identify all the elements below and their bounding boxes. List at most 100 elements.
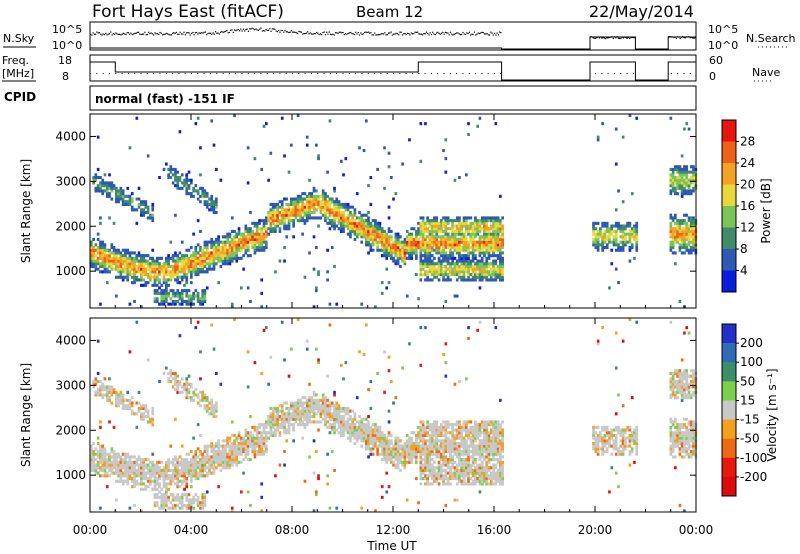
- velocity-cell: [310, 406, 314, 410]
- power-cell: [619, 240, 623, 244]
- power-cell: [476, 264, 479, 268]
- nsky-point: [601, 37, 603, 39]
- power-cell: [276, 219, 279, 223]
- power-cell: [149, 264, 152, 268]
- power-cell: [260, 219, 264, 223]
- power-cell: [465, 259, 468, 263]
- power-cell: [224, 262, 227, 266]
- power-cell: [221, 246, 225, 250]
- velocity-cell: [246, 431, 250, 435]
- power-cell: [162, 275, 166, 279]
- power-colorbar-segment: [722, 184, 736, 207]
- power-cell: [492, 262, 495, 266]
- power-cell: [365, 240, 368, 244]
- power-cell: [308, 200, 311, 204]
- velocity-cell: [169, 460, 173, 464]
- power-cell: [671, 227, 675, 231]
- velocity-cell: [140, 412, 143, 416]
- power-cell: [412, 240, 416, 244]
- power-cell: [355, 229, 359, 233]
- power-cell: [478, 229, 482, 233]
- power-cell: [246, 181, 250, 185]
- power-cell: [376, 240, 379, 244]
- power-cell: [596, 246, 600, 250]
- power-cell: [476, 262, 479, 266]
- power-cell: [471, 237, 475, 241]
- power-cell: [210, 194, 214, 198]
- velocity-cell: [269, 355, 273, 359]
- velocity-cell: [151, 452, 155, 456]
- power-cell: [92, 262, 95, 266]
- power-cell: [124, 262, 127, 266]
- nsky-point: [274, 28, 276, 30]
- power-cell: [460, 256, 464, 260]
- velocity-cell: [285, 431, 289, 435]
- velocity-cell: [192, 458, 195, 462]
- velocity-cell: [294, 406, 298, 410]
- velocity-cell: [292, 417, 295, 421]
- power-cell: [433, 270, 436, 274]
- velocity-cell: [112, 452, 116, 456]
- power-cell: [174, 176, 177, 180]
- power-cell: [387, 281, 391, 285]
- power-cell: [471, 275, 475, 279]
- power-cell: [399, 243, 402, 247]
- nsky-point: [419, 33, 421, 35]
- power-cell: [94, 264, 98, 268]
- power-cell: [496, 240, 500, 244]
- power-cell: [330, 221, 334, 225]
- nsky-point: [100, 33, 102, 35]
- velocity-cell: [187, 474, 191, 478]
- power-cell: [378, 237, 382, 241]
- velocity-cell: [151, 468, 155, 472]
- velocity-cell: [162, 479, 166, 483]
- power-cell: [419, 270, 423, 274]
- velocity-cell: [199, 463, 202, 467]
- power-cell: [380, 232, 384, 236]
- power-cell: [187, 256, 191, 260]
- power-cell: [442, 273, 445, 277]
- velocity-cell: [137, 482, 141, 486]
- nsky-point: [281, 29, 284, 32]
- velocity-cell: [142, 466, 145, 470]
- velocity-cell: [110, 471, 114, 475]
- power-cell: [237, 246, 241, 250]
- power-cell: [290, 211, 293, 215]
- power-cell: [142, 264, 145, 268]
- velocity-cell: [128, 506, 132, 510]
- power-cell: [433, 235, 436, 239]
- velocity-cell: [253, 452, 257, 456]
- power-cell: [130, 205, 134, 209]
- nave-point: [140, 73, 142, 74]
- power-cell: [421, 243, 425, 247]
- power-cell: [628, 235, 632, 239]
- nsky-point: [163, 33, 165, 35]
- velocity-cell: [151, 479, 155, 483]
- velocity-cell: [133, 485, 136, 489]
- power-cell: [412, 227, 416, 231]
- power-cell: [217, 281, 220, 285]
- velocity-cell: [194, 477, 198, 481]
- power-cell: [371, 224, 375, 228]
- power-cell: [112, 254, 116, 258]
- nsky-point: [178, 33, 180, 35]
- power-cell: [276, 216, 279, 220]
- power-cell: [680, 221, 684, 225]
- nsky-point: [353, 34, 356, 36]
- nave-point: [222, 73, 224, 74]
- power-cell: [390, 237, 393, 241]
- velocity-cell: [133, 503, 136, 507]
- power-cell: [480, 216, 484, 220]
- power-cell: [185, 184, 189, 188]
- velocity-cell: [340, 433, 343, 437]
- power-cell: [378, 240, 382, 244]
- power-cell: [258, 221, 261, 225]
- velocity-cell: [360, 439, 364, 443]
- power-cell: [676, 219, 679, 223]
- velocity-cell: [310, 420, 314, 424]
- power-cell: [137, 270, 141, 274]
- power-cell: [90, 246, 93, 250]
- power-cell: [433, 227, 436, 231]
- nsearch-tick-bottom: 10^0: [708, 39, 738, 52]
- power-cell: [144, 281, 148, 285]
